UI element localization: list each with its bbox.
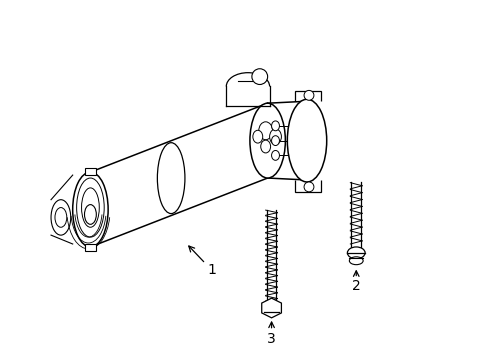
Polygon shape xyxy=(84,168,96,175)
Ellipse shape xyxy=(304,90,313,100)
Ellipse shape xyxy=(260,140,270,153)
Ellipse shape xyxy=(77,178,104,237)
Polygon shape xyxy=(261,298,281,318)
Ellipse shape xyxy=(304,182,313,192)
Ellipse shape xyxy=(258,122,272,140)
Ellipse shape xyxy=(73,172,108,247)
Ellipse shape xyxy=(348,257,363,265)
Ellipse shape xyxy=(251,69,267,85)
Ellipse shape xyxy=(271,136,279,145)
Ellipse shape xyxy=(271,150,279,160)
Ellipse shape xyxy=(287,99,326,182)
Ellipse shape xyxy=(271,121,279,131)
Ellipse shape xyxy=(51,200,71,235)
Ellipse shape xyxy=(84,204,96,224)
Text: 1: 1 xyxy=(206,262,216,276)
Text: 3: 3 xyxy=(266,332,275,346)
Ellipse shape xyxy=(249,103,285,178)
Ellipse shape xyxy=(81,188,99,227)
Ellipse shape xyxy=(269,129,281,144)
Ellipse shape xyxy=(346,247,365,259)
Ellipse shape xyxy=(252,130,262,143)
Polygon shape xyxy=(84,244,96,251)
Ellipse shape xyxy=(55,208,67,227)
Text: 2: 2 xyxy=(351,279,360,293)
